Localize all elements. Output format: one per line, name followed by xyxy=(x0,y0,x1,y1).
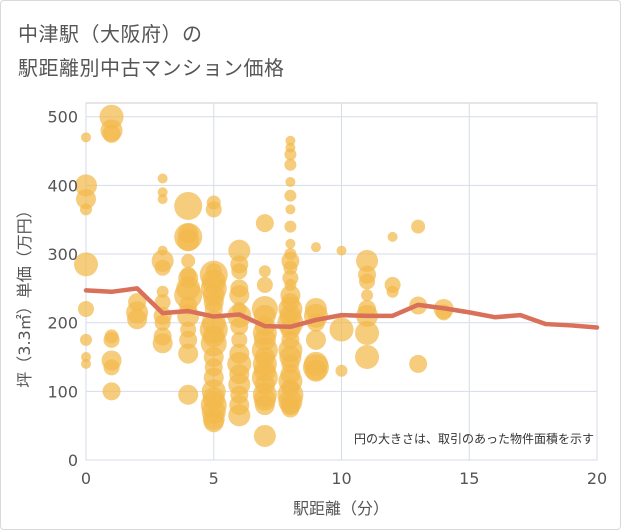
chart-title-line2: 駅距離別中古マンション価格 xyxy=(18,56,285,80)
data-point xyxy=(154,314,171,331)
data-point xyxy=(174,191,203,220)
data-point xyxy=(80,203,92,216)
data-point xyxy=(355,345,380,370)
y-tick-label: 100 xyxy=(47,382,78,401)
y-tick-label: 400 xyxy=(47,176,78,195)
data-point xyxy=(230,317,249,336)
data-point xyxy=(78,300,94,317)
data-point xyxy=(304,359,327,382)
data-point xyxy=(179,330,198,349)
data-point xyxy=(228,239,251,262)
data-point xyxy=(329,317,354,342)
x-tick-label: 20 xyxy=(587,469,607,488)
data-point xyxy=(76,189,96,210)
data-point xyxy=(157,187,168,198)
data-point xyxy=(177,229,200,252)
trend-layer xyxy=(83,286,600,330)
data-point xyxy=(231,263,248,280)
data-point xyxy=(103,359,120,376)
data-point xyxy=(157,194,168,205)
data-point xyxy=(81,132,91,143)
x-tick-label: 15 xyxy=(459,469,479,488)
data-point xyxy=(152,333,173,354)
y-tick-label: 0 xyxy=(68,451,78,470)
data-point xyxy=(157,173,168,184)
data-point xyxy=(203,412,224,433)
y-tick-labels: 0 100 200 300 400 500 xyxy=(47,108,78,470)
x-axis-label: 駅距離（分） xyxy=(293,499,389,518)
data-point xyxy=(285,135,296,146)
data-point xyxy=(258,265,271,278)
x-tick-label: 10 xyxy=(331,469,351,488)
data-point xyxy=(253,424,276,447)
data-point xyxy=(154,259,171,276)
data-point xyxy=(356,249,379,272)
data-point xyxy=(102,382,121,401)
y-tick-label: 300 xyxy=(47,245,78,264)
data-point xyxy=(205,201,222,218)
data-point xyxy=(335,364,348,377)
chart-title-line1: 中津駅（大阪府）の xyxy=(18,22,203,46)
x-tick-label: 5 xyxy=(209,469,219,488)
data-point xyxy=(285,176,296,187)
data-point xyxy=(336,245,347,256)
x-tick-labels: 0 5 10 15 20 xyxy=(81,469,607,488)
data-point xyxy=(284,220,297,233)
data-point xyxy=(285,204,296,215)
size-note: 円の大きさは、取引のあった物件面積を示す xyxy=(354,431,594,446)
data-point xyxy=(285,238,296,249)
data-point xyxy=(284,148,297,161)
data-point xyxy=(284,189,297,202)
data-point xyxy=(310,242,321,253)
data-point xyxy=(178,384,199,405)
data-point xyxy=(255,214,274,233)
data-point xyxy=(181,253,196,268)
data-point xyxy=(281,399,300,418)
trend-line xyxy=(83,286,600,330)
data-point xyxy=(81,358,91,369)
data-point xyxy=(411,219,426,234)
data-point xyxy=(355,320,380,345)
data-point xyxy=(178,343,199,364)
data-point xyxy=(254,395,275,416)
data-point xyxy=(386,285,399,298)
data-point xyxy=(228,404,251,427)
data-point xyxy=(231,331,248,348)
data-point xyxy=(284,158,297,171)
data-point xyxy=(229,285,250,306)
data-point xyxy=(387,231,398,242)
data-point xyxy=(127,309,148,330)
x-tick-label: 0 xyxy=(81,469,91,488)
data-point xyxy=(80,333,92,346)
data-point xyxy=(361,289,374,302)
data-point xyxy=(81,352,91,363)
y-tick-label: 200 xyxy=(47,314,78,333)
y-tick-label: 500 xyxy=(47,108,78,127)
data-point xyxy=(359,273,376,290)
data-point xyxy=(74,252,98,277)
data-point xyxy=(103,331,120,348)
data-point xyxy=(409,354,428,373)
data-point xyxy=(102,124,121,143)
y-axis-label: 坪（3.3㎡）単価（万円） xyxy=(15,202,34,387)
data-point xyxy=(305,329,326,350)
data-point xyxy=(256,276,273,293)
